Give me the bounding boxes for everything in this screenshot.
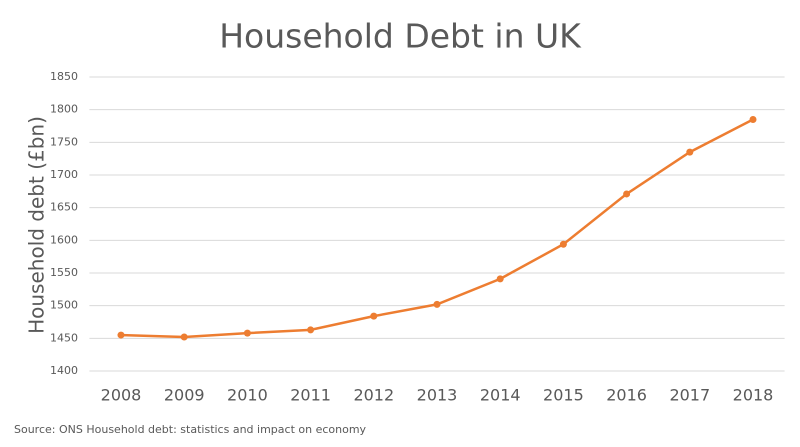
y-tick-label: 1600 [50,233,78,246]
x-tick-label: 2018 [733,386,774,405]
x-tick-label: 2013 [417,386,458,405]
x-tick-label: 2010 [227,386,268,405]
x-tick-label: 2011 [290,386,331,405]
y-tick-label: 1500 [50,299,78,312]
data-point [370,312,378,320]
x-tick-label: 2017 [669,386,710,405]
data-point [243,329,251,337]
data-point [307,326,315,334]
data-point [559,240,567,248]
data-point [749,115,757,123]
y-tick-label: 1850 [50,70,78,83]
data-point [686,148,694,156]
y-tick-label: 1400 [50,364,78,377]
y-tick-label: 1550 [50,266,78,279]
y-tick-label: 1750 [50,135,78,148]
y-tick-label: 1700 [50,168,78,181]
source-note: Source: ONS Household debt: statistics a… [14,423,367,436]
y-tick-label: 1450 [50,331,78,344]
x-tick-label: 2015 [543,386,584,405]
y-axis-label: Household debt (£bn) [25,116,49,334]
y-tick-label: 1800 [50,103,78,116]
data-point [433,300,441,308]
data-point [117,331,125,339]
chart-title: Household Debt in UK [219,17,582,56]
x-tick-label: 2012 [353,386,394,405]
x-tick-label: 2014 [480,386,521,405]
data-point [623,190,631,198]
y-tick-label: 1650 [50,201,78,214]
data-point [496,275,504,283]
data-point [180,333,188,341]
x-tick-label: 2008 [101,386,142,405]
x-tick-label: 2016 [606,386,647,405]
x-tick-label: 2009 [164,386,205,405]
